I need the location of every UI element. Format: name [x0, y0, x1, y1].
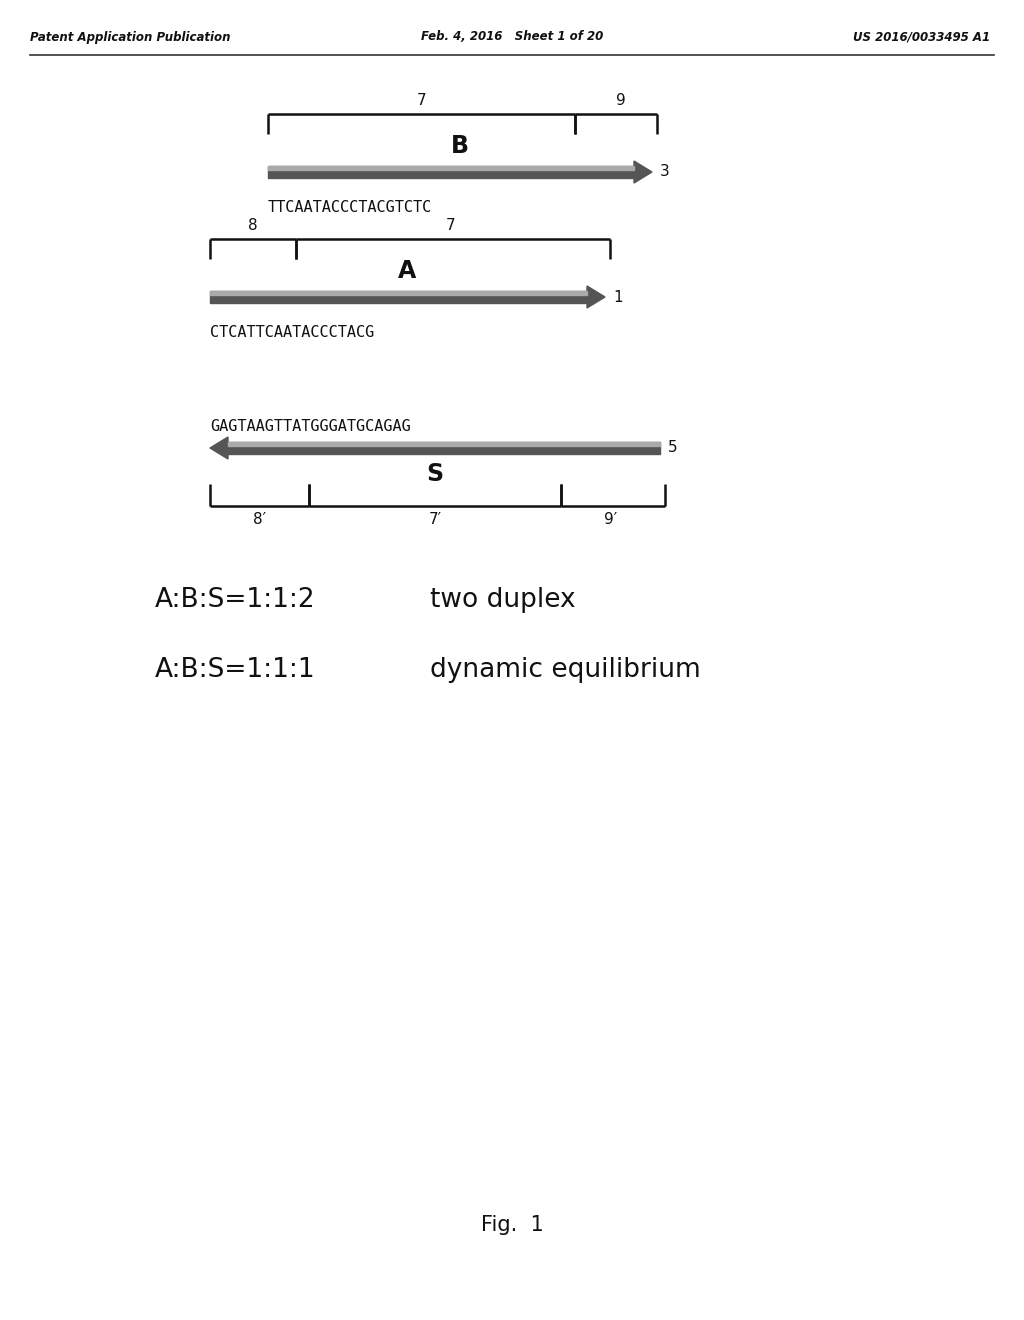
Bar — [228, 442, 660, 454]
Text: Patent Application Publication: Patent Application Publication — [30, 30, 230, 44]
Text: 3: 3 — [660, 165, 670, 180]
Text: Feb. 4, 2016   Sheet 1 of 20: Feb. 4, 2016 Sheet 1 of 20 — [421, 30, 603, 44]
Bar — [210, 290, 587, 304]
Bar — [228, 442, 660, 446]
Text: 5: 5 — [668, 441, 678, 455]
Polygon shape — [210, 437, 228, 459]
Text: A:B:S=1:1:1: A:B:S=1:1:1 — [155, 657, 315, 682]
Text: 7: 7 — [417, 92, 426, 108]
Text: S: S — [426, 462, 443, 486]
Polygon shape — [587, 286, 605, 308]
Text: dynamic equilibrium: dynamic equilibrium — [430, 657, 700, 682]
Text: two duplex: two duplex — [430, 587, 575, 612]
Text: 9: 9 — [616, 92, 626, 108]
Bar — [268, 166, 634, 178]
Bar — [210, 290, 587, 294]
Text: 8′: 8′ — [253, 512, 266, 527]
Text: 7′: 7′ — [428, 512, 441, 527]
Text: 8: 8 — [248, 218, 258, 234]
Text: TTCAATACCCTACGTCTC: TTCAATACCCTACGTCTC — [268, 201, 432, 215]
Text: 9′: 9′ — [604, 512, 617, 527]
Text: CTCATTCAATACCCTACG: CTCATTCAATACCCTACG — [210, 325, 374, 341]
Text: US 2016/0033495 A1: US 2016/0033495 A1 — [853, 30, 990, 44]
Text: GAGTAAGTTATGGGATGCAGAG: GAGTAAGTTATGGGATGCAGAG — [210, 418, 411, 434]
Bar — [268, 166, 634, 169]
Text: B: B — [451, 135, 469, 158]
Text: Fig.  1: Fig. 1 — [480, 1214, 544, 1236]
Text: 7: 7 — [445, 218, 456, 234]
Text: A: A — [398, 259, 417, 282]
Polygon shape — [634, 161, 652, 183]
Text: A:B:S=1:1:2: A:B:S=1:1:2 — [155, 587, 315, 612]
Text: 1: 1 — [613, 289, 623, 305]
